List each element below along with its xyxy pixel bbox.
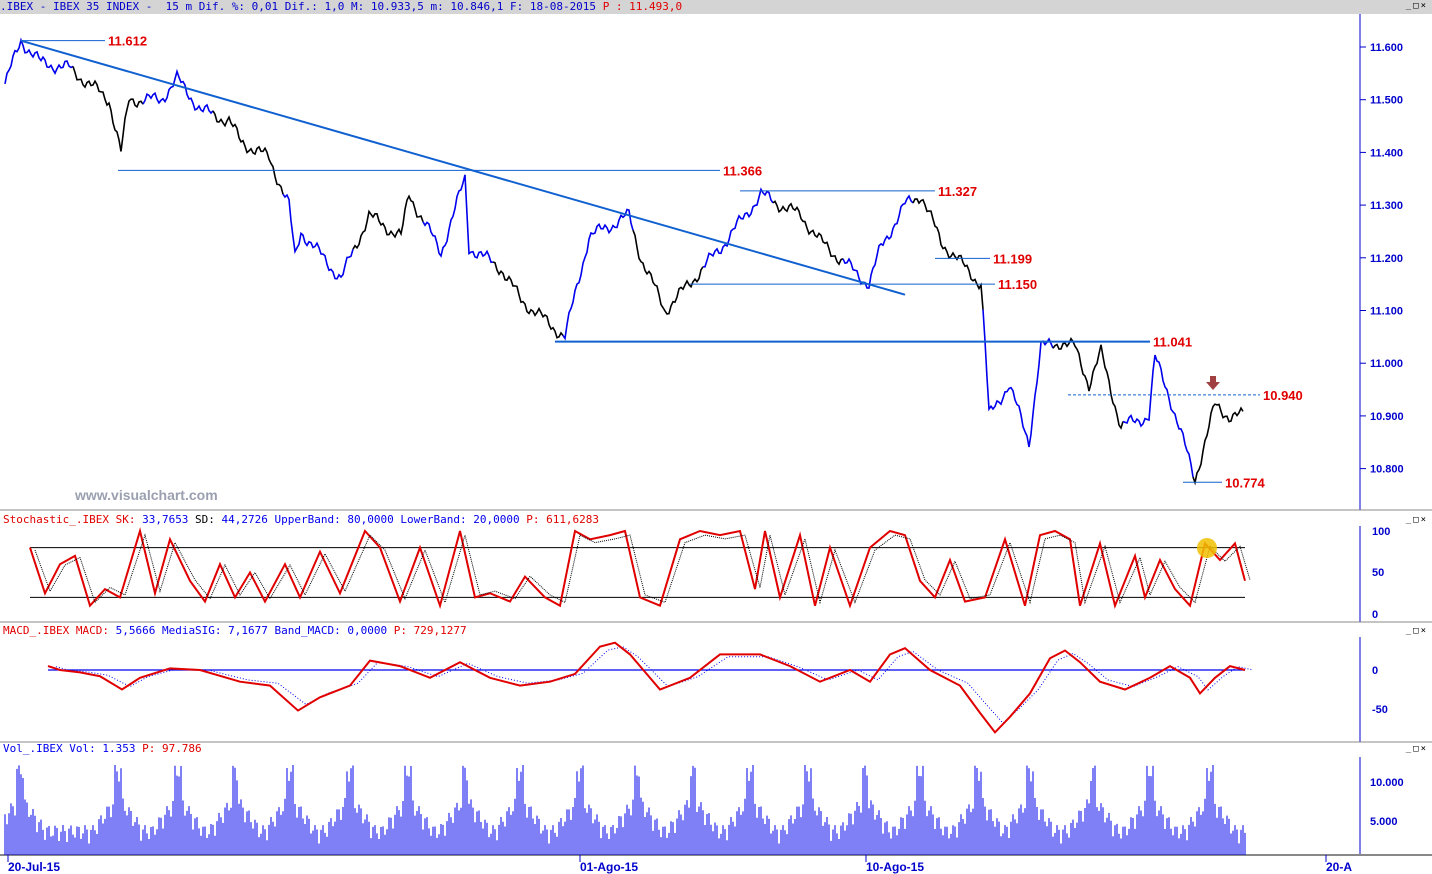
macd-title: MACD_.IBEX MACD: 5,5666 MediaSIG: 7,1677… — [3, 624, 467, 637]
stochastic-title: Stochastic_.IBEX SK: 33,7653 SD: 44,2726… — [3, 513, 600, 526]
highlight-marker — [1197, 538, 1217, 558]
y-tick-label: 5.000 — [1370, 816, 1398, 828]
level-label: 11.199 — [993, 251, 1032, 266]
y-tick-label: 10.900 — [1370, 411, 1404, 423]
price-series — [1192, 403, 1244, 486]
x-tick-label: 20-A — [1326, 860, 1352, 874]
price-series — [4, 37, 74, 85]
price-series — [702, 187, 774, 268]
y-tick-label: -50 — [1372, 704, 1388, 716]
y-tick-label: 50 — [1372, 567, 1384, 579]
stoch-window-buttons[interactable]: _□× — [1405, 515, 1428, 525]
price-series — [142, 68, 214, 115]
price-series — [72, 66, 144, 152]
level-label: 11.366 — [723, 163, 762, 178]
price-series — [352, 194, 424, 250]
vol-window-buttons[interactable]: _□× — [1405, 744, 1428, 754]
price-series — [772, 200, 844, 266]
chart-header: .IBEX - IBEX 35 INDEX - 15 m Dif. %: 0,0… — [0, 0, 1432, 14]
level-label: 11.612 — [108, 34, 147, 49]
y-tick-label: 11.100 — [1370, 306, 1403, 318]
level-label: 11.150 — [998, 277, 1037, 292]
y-tick-label: 11.400 — [1370, 147, 1403, 159]
price-series — [982, 309, 1054, 448]
stats-label: Dif. %: 0,01 Dif.: 1,0 M: 10.933,5 m: 10… — [192, 0, 603, 13]
x-tick-label: 01-Ago-15 — [580, 860, 638, 874]
watermark: www.visualchart.com — [74, 487, 218, 503]
y-tick-label: 0 — [1372, 665, 1378, 677]
macd-window-buttons[interactable]: _□× — [1405, 626, 1428, 636]
level-label: 11.327 — [938, 184, 977, 199]
price-series — [632, 229, 704, 315]
y-tick-label: 11.500 — [1370, 95, 1403, 107]
x-tick-label: 10-Ago-15 — [866, 860, 924, 874]
macd-line — [47, 641, 1246, 734]
price-series — [842, 194, 914, 289]
price-series — [1122, 354, 1194, 478]
y-tick-label: 10.000 — [1370, 777, 1404, 789]
y-tick-label: 11.600 — [1370, 42, 1403, 54]
last-price: P : 11.493,0 — [602, 0, 683, 13]
x-tick-label: 20-Jul-15 — [8, 860, 60, 874]
trendline — [20, 39, 906, 296]
volume-title: Vol_.IBEX Vol: 1.353 P: 97.786 — [3, 742, 202, 755]
level-label: 11.041 — [1153, 335, 1192, 350]
y-tick-label: 11.000 — [1370, 358, 1403, 370]
price-series — [562, 208, 634, 341]
symbol-label: .IBEX - IBEX 35 INDEX - — [0, 0, 159, 13]
price-series — [492, 261, 564, 339]
price-series — [422, 174, 494, 264]
interval-label: 15 m — [165, 0, 193, 13]
y-tick-label: 10.800 — [1370, 464, 1404, 476]
y-tick-label: 0 — [1372, 609, 1378, 621]
price-series — [212, 110, 284, 195]
price-series — [912, 198, 984, 310]
price-series — [1052, 336, 1124, 430]
level-label: 10.774 — [1225, 475, 1266, 490]
price-series — [282, 193, 354, 280]
down-arrow-icon — [1206, 376, 1220, 390]
y-tick-label: 100 — [1372, 526, 1390, 538]
y-tick-label: 11.300 — [1370, 200, 1403, 212]
window-buttons[interactable]: _□× — [1405, 1, 1428, 11]
y-tick-label: 11.200 — [1370, 253, 1403, 265]
stochastic-sk-line — [29, 527, 1246, 610]
stochastic-sd-line — [34, 533, 1251, 605]
level-label: 10.940 — [1263, 388, 1303, 403]
